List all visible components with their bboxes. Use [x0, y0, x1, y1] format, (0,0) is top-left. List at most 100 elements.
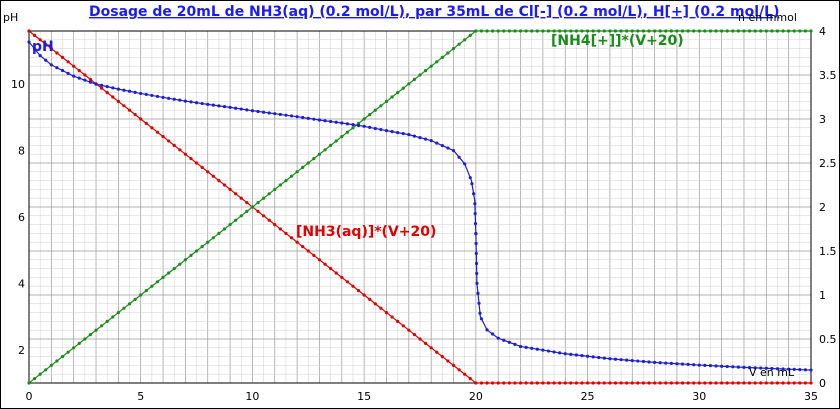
nh4-point [72, 346, 76, 350]
ph-point [470, 182, 474, 186]
ph-point [580, 354, 584, 358]
x-tick-label: 20 [469, 390, 483, 403]
ph-point [435, 141, 439, 145]
nh3-point [669, 381, 673, 385]
nh4-point [278, 183, 282, 187]
ph-point [262, 110, 266, 114]
ph-point [178, 98, 182, 102]
nh3-point [189, 157, 193, 161]
axes [28, 30, 812, 384]
ph-point [608, 357, 612, 361]
nh4-point [429, 64, 433, 68]
nh4-point [351, 126, 355, 130]
ph-point [708, 364, 713, 368]
nh3-point [591, 381, 595, 385]
nh4-point [94, 328, 98, 332]
nh3-point [613, 381, 618, 385]
nh3-point [194, 161, 199, 165]
nh3-point [284, 231, 288, 235]
ph-point [44, 58, 48, 62]
ph-point [83, 78, 87, 82]
ph-point [653, 360, 657, 365]
nh4-point [317, 152, 322, 156]
ph-point [647, 360, 651, 364]
ph-point [742, 365, 746, 369]
ph-point [809, 368, 813, 372]
nh4-point [597, 29, 601, 33]
ph-point [66, 71, 70, 75]
nh4-point [753, 29, 757, 33]
nh3-point [463, 372, 467, 376]
nh4-point [658, 29, 662, 33]
nh3-point [133, 113, 137, 117]
ph-point [781, 367, 785, 371]
nh3-point [787, 381, 791, 385]
nh4-point [809, 29, 813, 33]
nh3-point [697, 381, 701, 385]
nh3-point [686, 381, 690, 385]
nh4-point [194, 249, 199, 253]
nh4-point [206, 240, 210, 244]
ph-point [574, 353, 579, 357]
series-label-ph: pH [32, 39, 54, 55]
nh3-point [440, 355, 444, 359]
ph-point [329, 119, 333, 124]
nh3-point [736, 381, 740, 385]
nh3-point [228, 187, 232, 191]
ph-point [301, 115, 305, 120]
ph-point [703, 363, 707, 367]
ph-point [105, 85, 109, 89]
ph-point [401, 132, 405, 136]
ph-point [239, 107, 243, 111]
ph-point [474, 241, 478, 246]
nh4-point [697, 29, 701, 33]
nh4-point [636, 29, 640, 33]
nh3-point [759, 381, 763, 385]
nh4-point [49, 363, 53, 367]
ph-point [345, 122, 349, 126]
nh4-point [379, 104, 383, 108]
nh4-point [530, 29, 534, 33]
nh4-point [38, 372, 42, 376]
nh3-point [708, 381, 713, 385]
ph-point [496, 336, 500, 340]
ph-point [792, 367, 796, 371]
ph-point [317, 118, 322, 122]
nh4-point [32, 377, 37, 381]
nh3-point [552, 381, 556, 385]
nh4-point [178, 262, 182, 266]
ph-point [211, 103, 215, 107]
nh3-point [262, 214, 266, 218]
ph-point [228, 105, 232, 109]
nh4-point [345, 130, 349, 134]
ph-point [473, 202, 477, 206]
nh4-point [289, 174, 294, 178]
nh3-point [88, 77, 93, 81]
nh3-point [692, 381, 696, 385]
ph-point [122, 88, 126, 92]
ph-point [546, 349, 551, 353]
ph-point [518, 344, 523, 349]
nh4-point [608, 29, 612, 33]
nh3-point [66, 60, 70, 64]
nh4-point [301, 165, 305, 169]
nh4-point [150, 284, 154, 288]
ph-point [127, 89, 132, 93]
nh4-point [641, 29, 646, 33]
nh3-point [619, 381, 623, 385]
nh4-point [630, 29, 634, 33]
ph-point [798, 368, 802, 372]
ph-point [423, 137, 428, 141]
nh4-point [541, 29, 545, 33]
nh3-point [245, 201, 249, 205]
nh4-point [602, 29, 606, 33]
ph-point [680, 362, 685, 366]
nh4-point [798, 29, 802, 33]
ph-point [440, 143, 444, 148]
y-axis-right-label: n en mmol [738, 11, 797, 24]
nh3-point [451, 363, 456, 367]
nh3-point [105, 91, 109, 95]
ph-point [770, 366, 774, 371]
nh4-point [217, 231, 221, 235]
